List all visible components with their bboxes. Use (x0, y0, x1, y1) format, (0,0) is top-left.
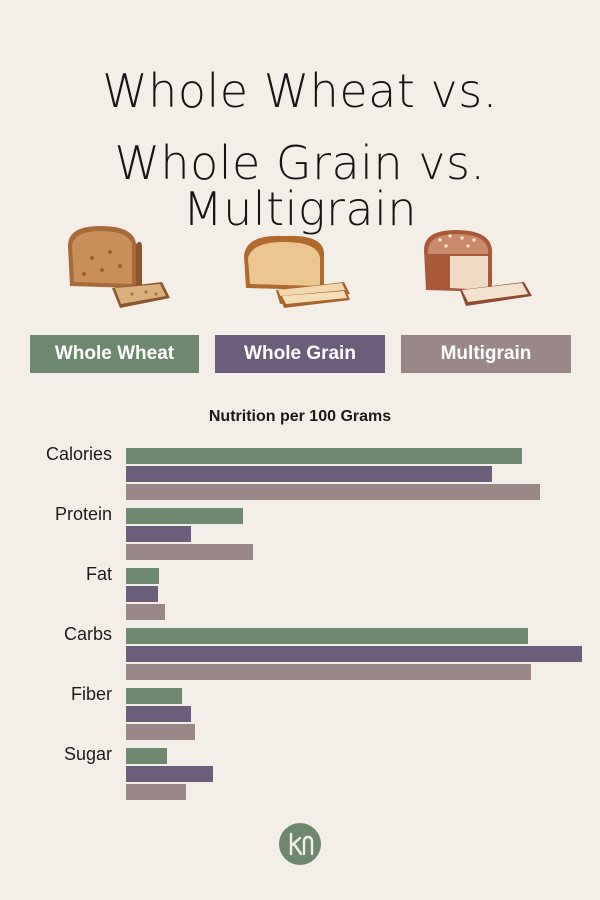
bar-fat-multigrain (126, 604, 165, 620)
bar-sugar-multigrain (126, 784, 186, 800)
bar-calories-whole-grain (126, 466, 492, 482)
bar-carbs-whole-grain (126, 646, 582, 662)
legend-whole-wheat: Whole Wheat (30, 335, 199, 373)
category-label-sugar: Sugar (63, 744, 112, 764)
bar-fiber-multigrain (126, 724, 195, 740)
whole-grain-bread-icon (244, 235, 350, 308)
bar-fiber-whole-grain (126, 706, 191, 722)
bar-calories-whole-wheat (126, 448, 522, 464)
category-label-carbs: Carbs (63, 624, 112, 644)
bar-fat-whole-grain (126, 586, 158, 602)
bar-sugar-whole-wheat (126, 748, 167, 764)
brand-logo-icon (279, 823, 321, 865)
bar-sugar-whole-grain (126, 766, 213, 782)
title-line-1: Whole Wheat vs. (102, 64, 498, 118)
category-label-calories: Calories (45, 444, 112, 464)
bar-protein-whole-grain (126, 526, 191, 542)
title-line-2: Whole Grain vs. Multigrain (114, 136, 486, 236)
bar-protein-whole-wheat (126, 508, 243, 524)
category-label-fat: Fat (85, 564, 112, 584)
category-label-protein: Protein (54, 504, 112, 524)
bar-protein-multigrain (126, 544, 253, 560)
legend-multigrain: Multigrain (401, 335, 571, 373)
bar-carbs-multigrain (126, 664, 531, 680)
legend-whole-grain: Whole Grain (215, 335, 385, 373)
chart-title: Nutrition per 100 Grams (208, 408, 392, 425)
bar-fat-whole-wheat (126, 568, 159, 584)
whole-wheat-bread-icon (68, 226, 170, 308)
bar-calories-multigrain (126, 484, 540, 500)
bar-carbs-whole-wheat (126, 628, 528, 644)
category-label-fiber: Fiber (70, 684, 112, 704)
bar-fiber-whole-wheat (126, 688, 182, 704)
multigrain-bread-icon (424, 230, 532, 306)
